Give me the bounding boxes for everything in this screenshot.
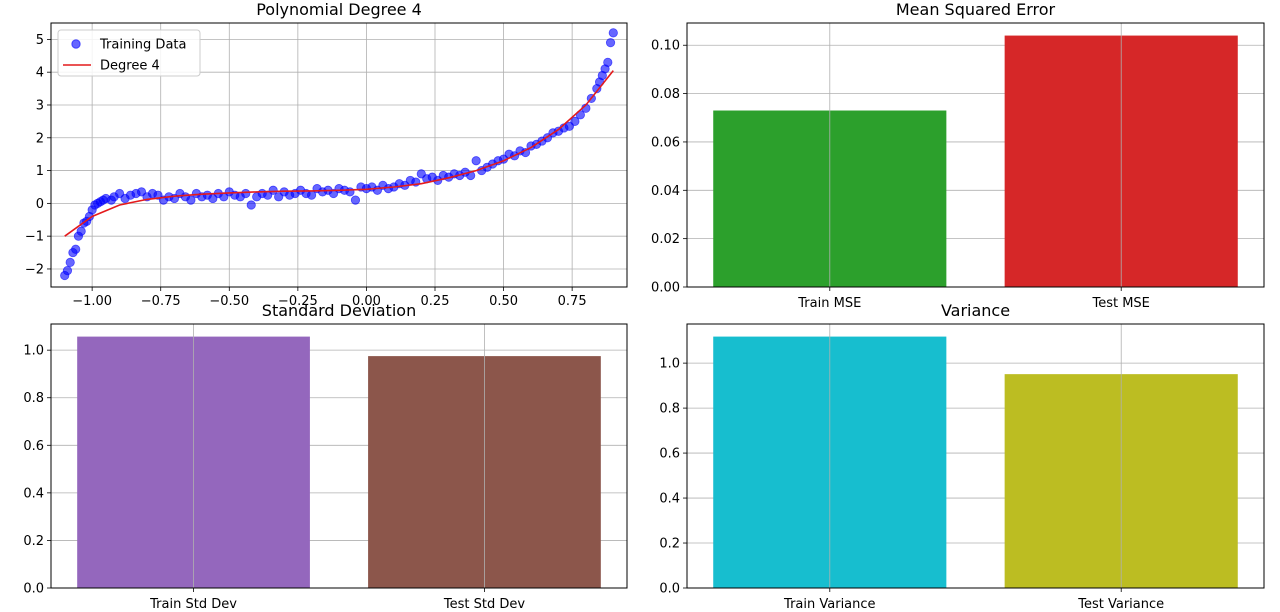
scatter-point (471, 156, 481, 166)
y-tick-label: 5 (36, 33, 44, 48)
scatter-point (268, 185, 278, 195)
y-tick-label: 0.00 (651, 281, 680, 296)
y-tick-label: 0.8 (659, 402, 680, 417)
y-tick-label: 0.0 (659, 582, 680, 597)
legend-label: Training Data (99, 38, 186, 53)
axes-frame (50, 323, 628, 589)
scatter-point (603, 57, 613, 67)
std-dev-panel: 0.0 0.2 0.4 0.6 0.8 1.0 Train Std Dev Test Std … (23, 301, 628, 612)
y-tick-label: 0.4 (23, 486, 44, 501)
scatter-point (241, 188, 251, 199)
y-tick-label: 2 (36, 131, 44, 146)
scatter-point (65, 257, 75, 268)
y-tick-label: 0.2 (23, 534, 44, 549)
y-tick-label: 0.2 (659, 537, 680, 552)
y-tick-label: 0.10 (651, 39, 680, 54)
x-tick-label: 0.50 (489, 294, 518, 309)
scatter-point (76, 226, 86, 236)
scatter-point (608, 28, 618, 38)
axes-frame (50, 22, 628, 288)
y-tick-label: 1.0 (23, 344, 44, 359)
axes-frame (686, 323, 1265, 589)
y-tick-label: 0 (36, 197, 44, 212)
y-tick-label: 0.6 (23, 439, 44, 454)
chart-title: Polynomial Degree 4 (256, 0, 422, 19)
y-tick-label: 0.8 (23, 391, 44, 406)
x-tick-label: Test Variance (1077, 597, 1164, 612)
axes-frame (686, 22, 1265, 288)
legend-marker-training-data (71, 39, 81, 49)
x-tick-label: 0.00 (352, 294, 381, 309)
polynomial-fit-panel: −2 −1 0 1 2 3 4 5 −1.00 −0.75 −0.50 −0.25 0.00 0.25 0.… (25, 0, 628, 309)
scatter-point (345, 187, 355, 197)
y-tick-label: 1 (36, 164, 44, 179)
legend-label: Degree 4 (100, 59, 160, 74)
x-tick-label: −1.00 (72, 294, 112, 309)
y-tick-label: 0.06 (651, 135, 680, 150)
y-tick-label: 0.4 (659, 492, 680, 507)
scatter-point (570, 116, 580, 126)
y-tick-label: 3 (36, 98, 44, 113)
y-tick-label: 0.6 (659, 447, 680, 462)
scatter-point (71, 244, 81, 254)
chart-title: Standard Deviation (262, 301, 416, 320)
x-tick-label: Train MSE (797, 296, 861, 311)
legend-box (57, 29, 201, 77)
x-tick-label: 0.75 (558, 294, 587, 309)
y-tick-label: 0.02 (651, 232, 680, 247)
scatter-point (186, 195, 196, 205)
y-tick-label: 0.08 (651, 87, 680, 102)
mse-panel: 0.00 0.02 0.04 0.06 0.08 0.10 Train MSE Test MS… (651, 0, 1265, 311)
scatter-point (605, 38, 616, 48)
scatter-point (246, 200, 256, 210)
y-tick-label: 0.04 (651, 184, 680, 199)
x-tick-label: −0.75 (141, 294, 181, 309)
degree-4-line (64, 70, 614, 237)
scatter-point (350, 195, 361, 205)
x-tick-label: Train Std Dev (149, 597, 237, 612)
variance-panel: 0.0 0.2 0.4 0.6 0.8 1.0 Train Variance Test Var… (659, 301, 1265, 612)
y-tick-label: 0.0 (23, 582, 44, 597)
y-tick-label: −2 (25, 262, 44, 277)
scatter-point (62, 266, 73, 276)
x-tick-label: Train Variance (783, 597, 875, 612)
y-tick-label: −1 (25, 230, 44, 245)
x-tick-label: Test MSE (1091, 296, 1149, 311)
legend: Training Data Degree 4 (57, 29, 201, 77)
x-tick-label: −0.25 (278, 294, 318, 309)
x-tick-label: 0.25 (421, 294, 450, 309)
x-tick-label: Test Std Dev (443, 597, 525, 612)
chart-title: Variance (941, 301, 1010, 320)
x-tick-label: −0.50 (209, 294, 249, 309)
y-tick-label: 4 (36, 66, 44, 81)
y-tick-label: 1.0 (659, 357, 680, 372)
chart-title: Mean Squared Error (896, 0, 1056, 19)
